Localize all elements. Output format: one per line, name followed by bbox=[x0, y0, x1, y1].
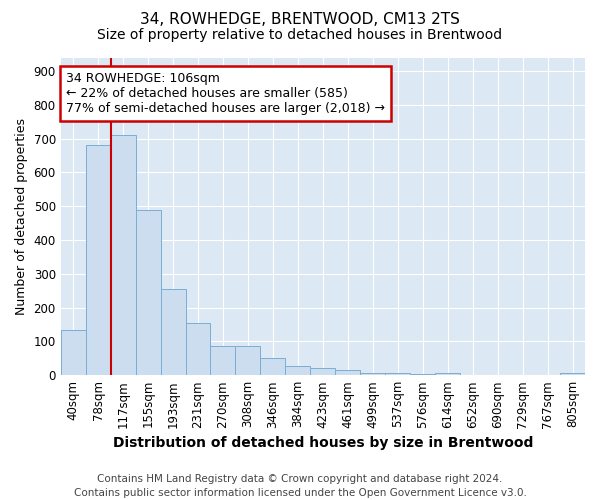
Text: Contains HM Land Registry data © Crown copyright and database right 2024.
Contai: Contains HM Land Registry data © Crown c… bbox=[74, 474, 526, 498]
Bar bbox=[136, 210, 161, 375]
Bar bbox=[185, 323, 211, 375]
Text: 34, ROWHEDGE, BRENTWOOD, CM13 2TS: 34, ROWHEDGE, BRENTWOOD, CM13 2TS bbox=[140, 12, 460, 28]
Bar bbox=[235, 346, 260, 375]
Bar bbox=[485, 374, 510, 375]
Text: 34 ROWHEDGE: 106sqm
← 22% of detached houses are smaller (585)
77% of semi-detac: 34 ROWHEDGE: 106sqm ← 22% of detached ho… bbox=[66, 72, 385, 115]
Bar bbox=[286, 366, 310, 375]
Bar bbox=[260, 358, 286, 375]
Bar bbox=[410, 374, 435, 375]
Bar bbox=[211, 346, 235, 375]
Bar bbox=[161, 289, 185, 375]
Y-axis label: Number of detached properties: Number of detached properties bbox=[15, 118, 28, 315]
Bar bbox=[110, 135, 136, 375]
Bar bbox=[535, 374, 560, 375]
X-axis label: Distribution of detached houses by size in Brentwood: Distribution of detached houses by size … bbox=[113, 436, 533, 450]
Bar bbox=[61, 330, 86, 375]
Bar bbox=[460, 374, 485, 375]
Bar bbox=[335, 370, 360, 375]
Bar bbox=[360, 373, 385, 375]
Bar bbox=[435, 374, 460, 375]
Text: Size of property relative to detached houses in Brentwood: Size of property relative to detached ho… bbox=[97, 28, 503, 42]
Bar bbox=[86, 146, 110, 375]
Bar bbox=[560, 374, 585, 375]
Bar bbox=[310, 368, 335, 375]
Bar bbox=[385, 374, 410, 375]
